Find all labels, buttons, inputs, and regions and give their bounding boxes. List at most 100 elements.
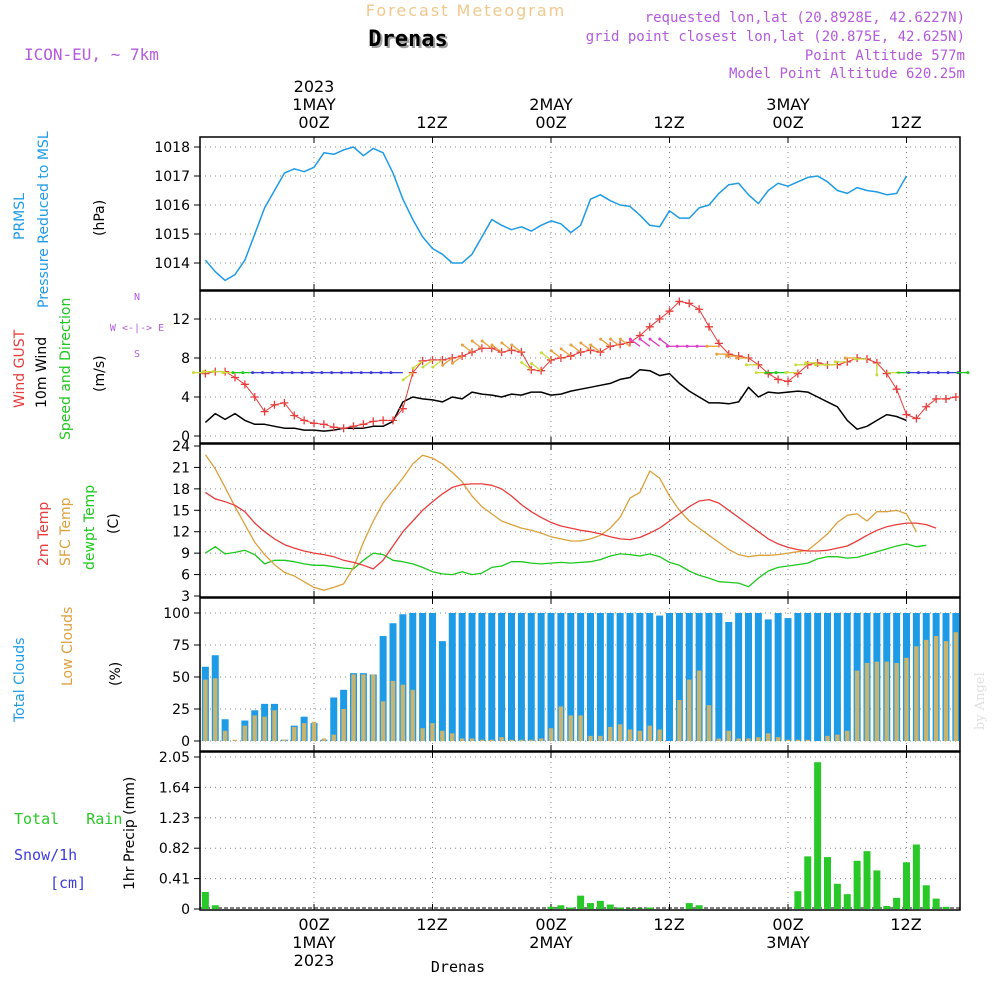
bottom-tick-date: 1MAY	[292, 933, 336, 952]
wind-direction-arrow	[412, 360, 424, 369]
low-cloud-bar	[430, 723, 435, 741]
dewpoint-line	[205, 543, 927, 588]
low-cloud-bar	[608, 726, 613, 741]
total-cloud-bar	[636, 613, 644, 741]
total-cloud-bar	[488, 613, 496, 741]
low-cloud-bar	[775, 737, 781, 741]
total-cloud-bar	[448, 613, 456, 741]
temp-2m-line	[205, 483, 937, 570]
total-cloud-bar	[330, 697, 338, 741]
low-cloud-bar	[894, 662, 899, 741]
rain-bar	[912, 844, 920, 909]
total-clouds-label: Total Clouds	[12, 638, 28, 723]
wind-direction-arrowhead	[658, 337, 662, 341]
rain-bar	[893, 897, 901, 909]
wind-direction-arrowhead	[389, 371, 393, 375]
wind-direction-arrowhead	[685, 344, 689, 348]
low-cloud-bar	[726, 730, 731, 741]
wind-direction-arrow	[521, 361, 532, 371]
wind-direction-arrowhead	[231, 371, 235, 375]
y-tick-label: 0	[181, 902, 190, 918]
total-cloud-bar	[517, 613, 525, 741]
rain-bar	[794, 891, 802, 909]
pressure-unit: (hPa)	[92, 200, 108, 236]
y-tick-label: 15	[172, 503, 190, 519]
panel-5: 0 0.41 0.82 1.23 1.64 2.05	[159, 750, 961, 918]
top-tick-hour: 00Z	[535, 113, 566, 132]
total-cloud-bar	[705, 613, 713, 741]
rain-bar	[922, 885, 930, 909]
low-cloud-bar	[380, 701, 386, 741]
y-tick-label: 1.64	[159, 780, 190, 796]
wind-direction-arrowhead	[490, 343, 494, 347]
low-cloud-bar	[371, 674, 376, 741]
total-cloud-bar	[843, 613, 851, 741]
wind-gust-marker	[645, 322, 654, 331]
y-tick-label: 50	[172, 670, 190, 686]
y-tick-label: 24	[172, 439, 190, 455]
wind-direction-arrow	[481, 340, 493, 349]
wind-gust-marker	[685, 299, 694, 308]
low-cloud-bar	[756, 737, 761, 741]
pressure-panel-labels: PRMSL Pressure Reduced to MSL (hPa)	[12, 131, 108, 308]
bottom-tick-date: 3MAY	[766, 933, 810, 952]
panel-1: 1014 1015 1016 1017 1018	[154, 136, 961, 291]
rain-bar	[903, 862, 910, 909]
wind-direction-arrow	[570, 344, 582, 353]
wind-direction-arrowhead	[290, 371, 294, 375]
low-cloud-bar	[361, 674, 366, 741]
wind-direction-arrowhead	[349, 371, 353, 375]
total-cloud-bar	[606, 613, 614, 741]
t2m-label: 2m Temp	[36, 502, 52, 566]
wind-direction-arrowhead	[320, 371, 324, 375]
wind-gust-marker	[774, 375, 783, 384]
wind-direction-arrow	[639, 338, 651, 347]
wind-gust-line	[205, 300, 956, 429]
y-tick-label: 1015	[154, 227, 190, 243]
wind-direction-arrowhead	[379, 371, 383, 375]
total-cloud-bar	[221, 719, 229, 741]
low-cloud-bar	[578, 715, 583, 741]
panel-frame	[199, 751, 961, 911]
top-time-axis: 2023 1MAY 00Z 12Z 2MAY 00Z 12Z 3MAY 00Z …	[292, 77, 921, 132]
low-cloud-bar	[538, 738, 544, 741]
wind-direction-arrowhead	[814, 363, 817, 367]
wind-direction-arrowhead	[628, 337, 632, 341]
wind-direction-arrowhead	[201, 370, 205, 374]
low-cloud-bar	[252, 715, 257, 741]
low-cloud-bar	[766, 733, 771, 741]
low-cloud-bar	[272, 710, 277, 741]
wind-direction-arrowhead	[579, 341, 583, 345]
rain-bar	[636, 908, 644, 909]
wind-direction-arrow	[442, 357, 453, 366]
wind-direction-arrowhead	[510, 343, 514, 347]
wind-speed-line	[204, 368, 907, 432]
wind-direction-arrowhead	[695, 344, 699, 348]
wind-gust-marker	[300, 416, 309, 425]
wind-direction-arrowhead	[221, 371, 225, 375]
wind-direction-arrow	[629, 338, 641, 347]
wind-gust-marker	[201, 369, 210, 378]
wind-direction-arrowhead	[843, 356, 847, 360]
low-cloud-bar	[864, 662, 870, 741]
rain-bar	[547, 906, 555, 909]
rain-bar	[577, 895, 585, 909]
total-cloud-bar	[824, 613, 831, 741]
wind-gust-marker	[665, 307, 674, 316]
wind-direction-arrowhead	[470, 339, 474, 343]
wind-direction-arrowhead	[804, 361, 808, 365]
footer-location: Drenas	[431, 958, 485, 976]
low-cloud-bar	[845, 730, 850, 741]
bottom-tick-year: 2023	[294, 951, 335, 970]
precip-panel-labels: Total Rain Snow/1h [cm] 1hr Precip (mm)	[14, 777, 138, 892]
y-tick-label: 1016	[154, 198, 190, 214]
y-tick-label: 1.23	[159, 811, 190, 827]
total-cloud-bar	[656, 615, 664, 741]
wind-direction-arrowhead	[549, 349, 553, 353]
wind-dir-label: Speed and Direction	[58, 298, 74, 440]
total-cloud-bar	[379, 636, 387, 741]
top-tick-date: 3MAY	[766, 95, 810, 114]
sfc-temp-label: SFC Temp	[58, 497, 74, 566]
wind-direction-arrowhead	[784, 371, 788, 375]
wind-direction-arrow	[402, 372, 414, 381]
